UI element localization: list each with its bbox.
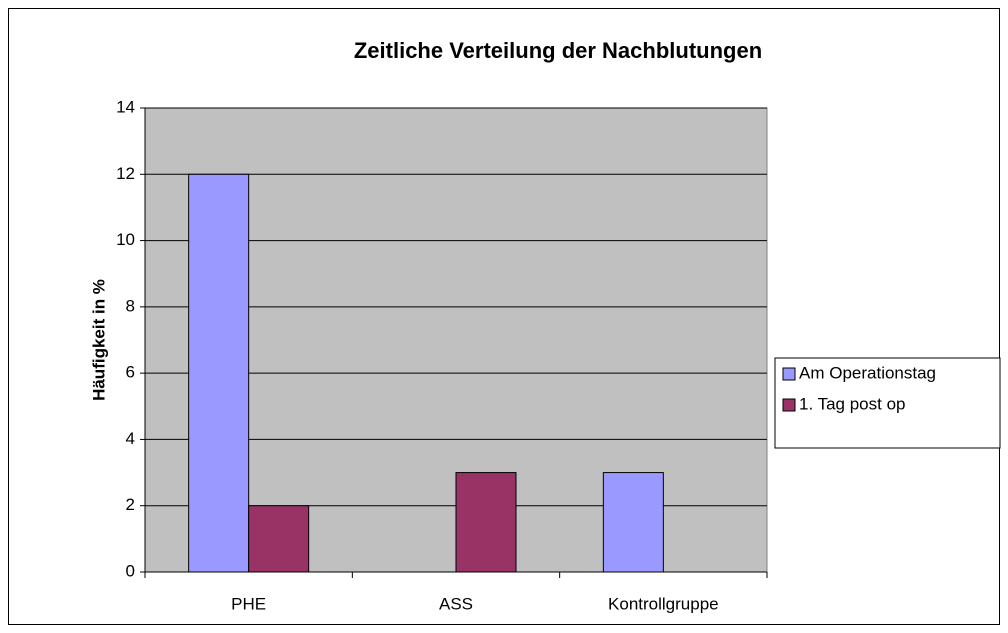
legend-swatch [782, 367, 796, 381]
y-tick-label: 12 [116, 164, 135, 183]
bar [455, 472, 517, 573]
x-tick-label: Kontrollgruppe [608, 594, 719, 613]
legend-box [774, 357, 1001, 449]
y-tick-label: 10 [116, 230, 135, 249]
chart-title: Zeitliche Verteilung der Nachblutungen [354, 38, 762, 63]
legend-swatch [782, 398, 796, 412]
y-tick-label: 4 [126, 429, 135, 448]
y-tick-label: 2 [126, 495, 135, 514]
y-tick-label: 6 [126, 363, 135, 382]
y-tick-label: 8 [126, 296, 135, 315]
legend-label: 1. Tag post op [799, 394, 906, 413]
bar [188, 173, 250, 573]
y-tick-label: 14 [116, 97, 135, 116]
x-tick-label: ASS [439, 594, 473, 613]
y-axis-label: Häufigkeit in % [89, 279, 108, 401]
legend-label: Am Operationstag [799, 363, 936, 382]
y-tick-label: 0 [126, 561, 135, 580]
x-tick-label: PHE [231, 594, 266, 613]
bar [602, 472, 664, 573]
bar [248, 505, 310, 573]
